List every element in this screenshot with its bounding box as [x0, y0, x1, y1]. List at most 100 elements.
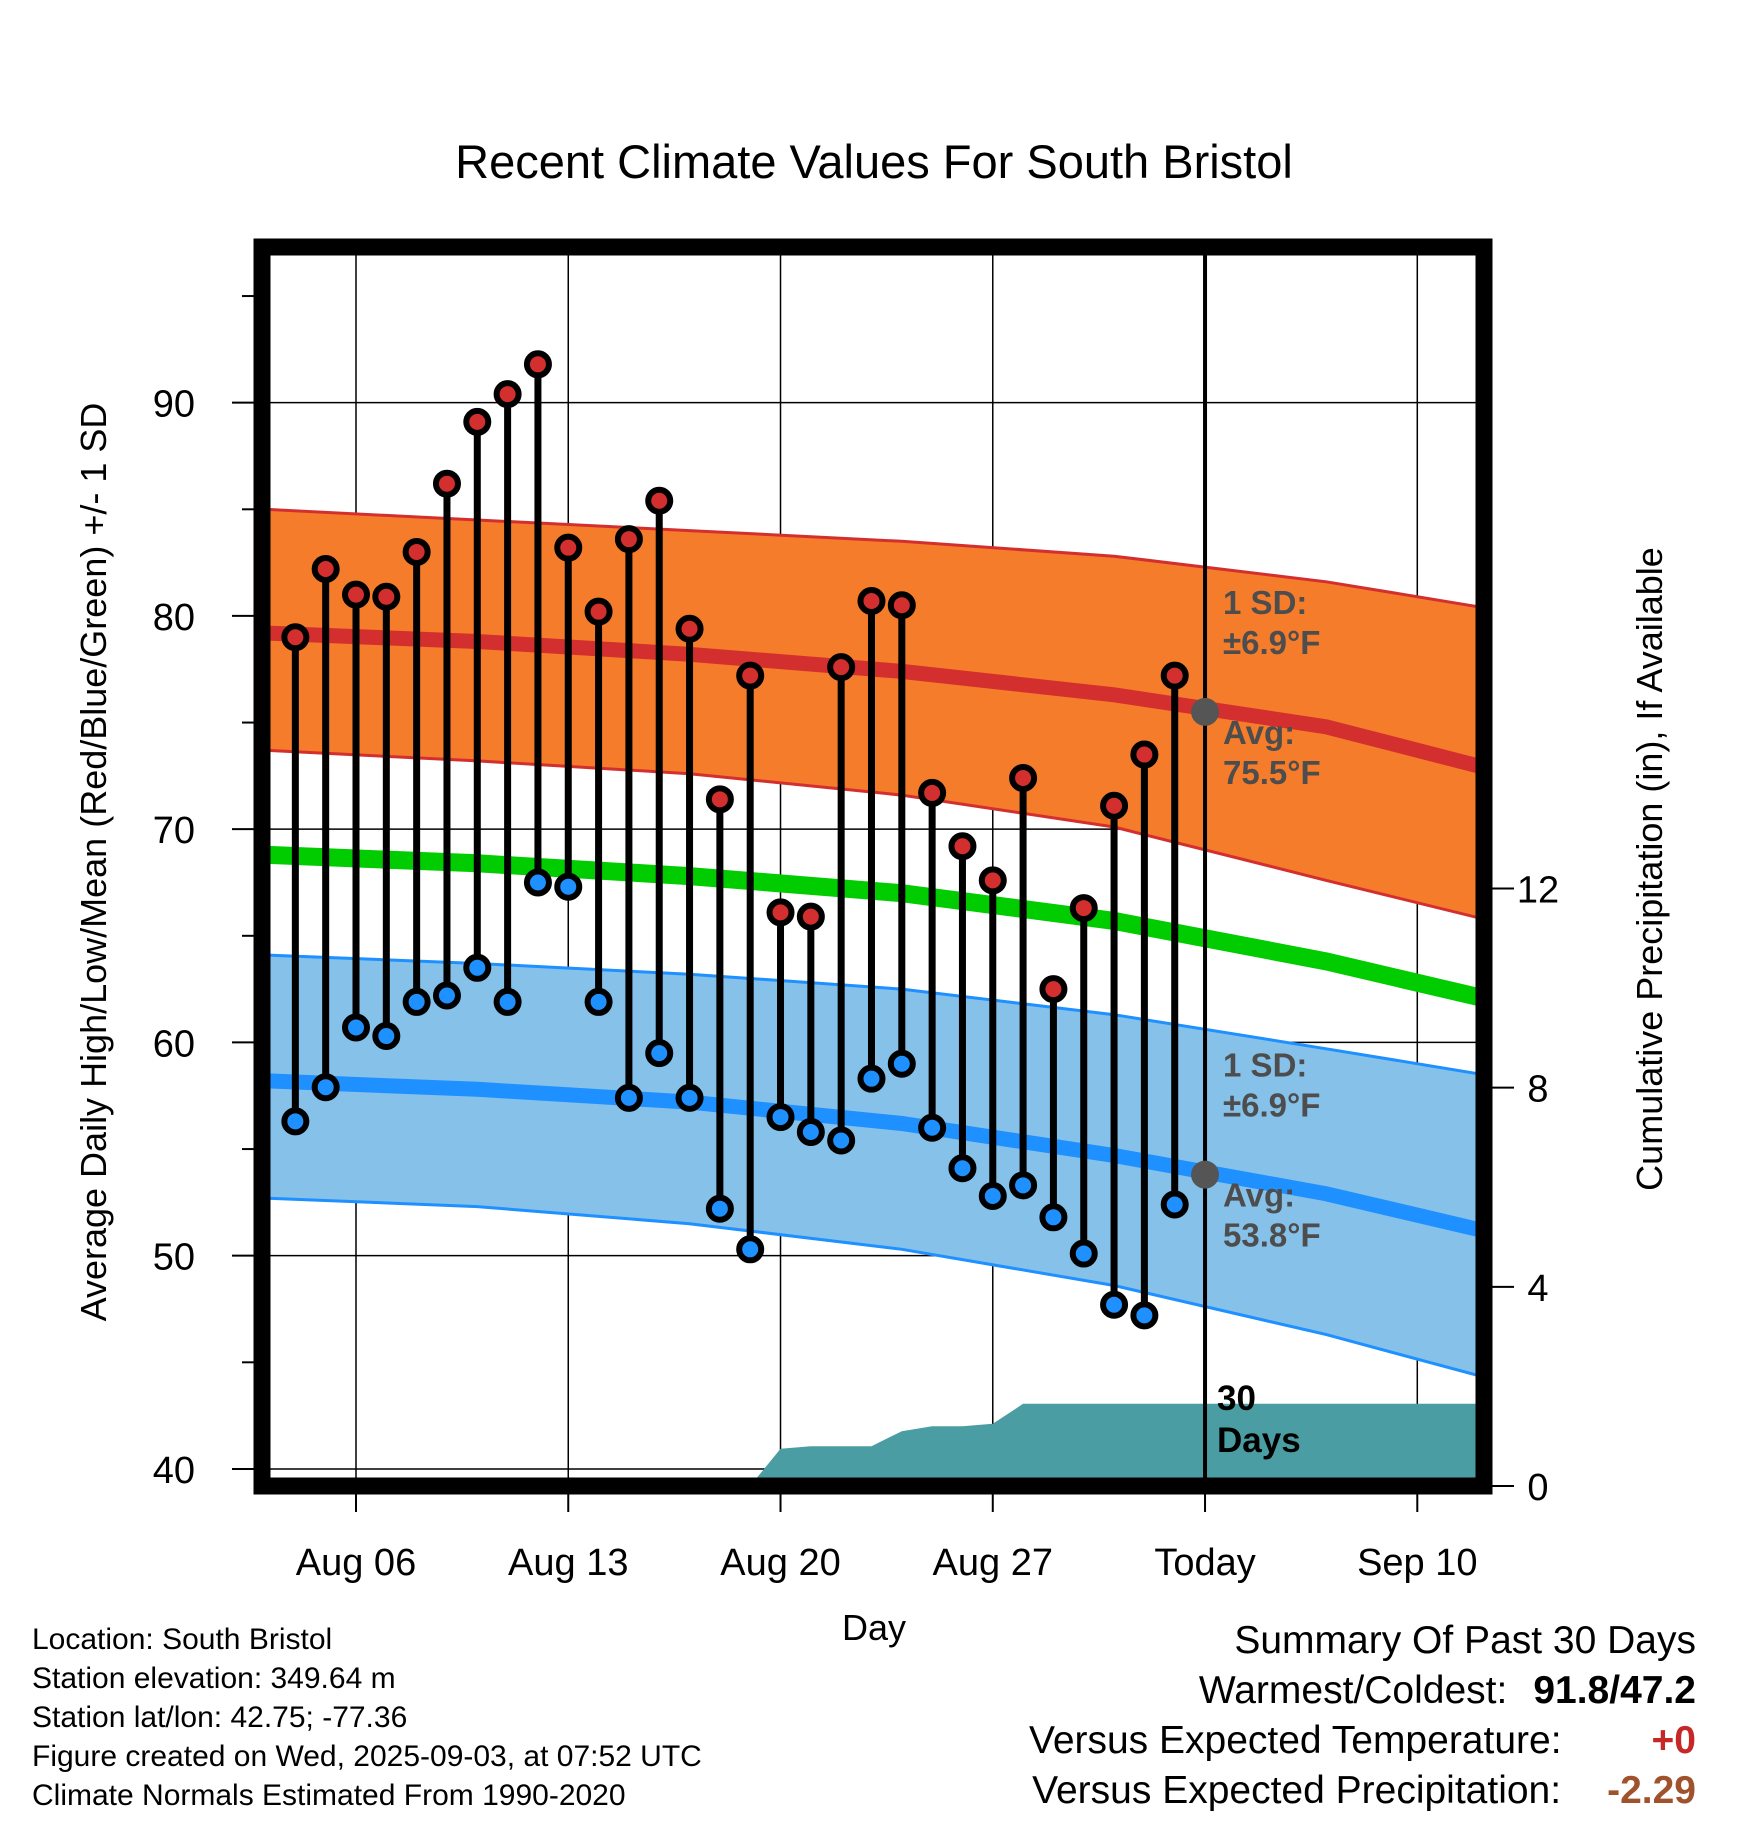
low-sd-annotation-line: ±6.9°F — [1223, 1087, 1320, 1124]
y2-tick-label: 4 — [1527, 1268, 1548, 1310]
summary-heading: Summary Of Past 30 Days — [1234, 1619, 1696, 1662]
summary-temp-value: +0 — [1651, 1719, 1696, 1762]
high-point — [1009, 764, 1038, 792]
y-tick-label: 50 — [153, 1237, 195, 1279]
high-avg-annotation-line: Avg: — [1223, 714, 1295, 751]
x-tick-label: Aug 06 — [296, 1542, 416, 1584]
y2-tick-label: 12 — [1517, 870, 1559, 912]
high-point — [918, 778, 947, 807]
summary-precip-label: Versus Expected Precipitation: — [1032, 1769, 1562, 1812]
y-axis-label: Average Daily High/Low/Mean (Red/Blue/Gr… — [73, 403, 114, 1322]
low-point — [1069, 1239, 1098, 1268]
today-window-label: 30 — [1217, 1379, 1256, 1418]
x-axis-label: Day — [842, 1607, 906, 1648]
high-point — [372, 582, 401, 611]
y2-tick-label: 8 — [1527, 1069, 1548, 1111]
low-point — [342, 1013, 370, 1042]
summary-warm-cold-value: 91.8/47.2 — [1533, 1669, 1696, 1712]
high-point — [523, 350, 552, 379]
low-point — [281, 1107, 310, 1136]
high-point — [584, 597, 613, 626]
x-tick-label: Today — [1154, 1542, 1255, 1584]
low-avg-annotation-line: 53.8°F — [1223, 1217, 1321, 1254]
high-point — [402, 537, 431, 566]
high-point — [1160, 661, 1189, 690]
high-sd-annotation-line: 1 SD: — [1223, 584, 1307, 621]
high-point — [796, 902, 825, 931]
high-point — [978, 866, 1007, 895]
y-tick-label: 40 — [153, 1450, 195, 1492]
low-point — [1130, 1301, 1159, 1330]
info-elevation: Station elevation: 349.64 m — [32, 1662, 396, 1695]
high-point — [705, 785, 734, 814]
y-tick-label: 70 — [153, 810, 195, 852]
summary-temp: Versus Expected Temperature: +0 — [1029, 1716, 1696, 1766]
summary-panel: Summary Of Past 30 Days Warmest/Coldest:… — [1029, 1616, 1696, 1816]
low-point — [1009, 1171, 1038, 1200]
high-point — [1069, 894, 1098, 923]
summary-warm-cold: Warmest/Coldest: 91.8/47.2 — [1029, 1666, 1696, 1716]
low-point — [645, 1039, 674, 1068]
high-point — [857, 587, 886, 615]
plot-area — [262, 247, 1484, 1486]
low-point — [887, 1049, 916, 1078]
precip-area — [750, 1403, 1484, 1486]
low-point — [827, 1126, 856, 1155]
high-point — [614, 525, 643, 554]
high-point — [645, 486, 674, 515]
y2-tick-label: 0 — [1527, 1467, 1548, 1509]
low-point — [1160, 1190, 1189, 1219]
info-normals: Climate Normals Estimated From 1990-2020 — [32, 1779, 626, 1812]
high-point — [342, 580, 370, 609]
plot-frame — [253, 238, 1493, 1495]
low-avg-annotation-line: Avg: — [1223, 1177, 1295, 1214]
low-point — [311, 1073, 340, 1102]
high-point — [736, 661, 765, 690]
high-point — [948, 832, 977, 861]
high-sd-annotation-line: ±6.9°F — [1223, 624, 1320, 661]
low-point — [554, 872, 583, 901]
x-tick-label: Aug 13 — [508, 1542, 628, 1584]
low-point — [675, 1083, 704, 1112]
high-point — [766, 898, 795, 927]
high-avg-annotation-line: 75.5°F — [1223, 754, 1321, 791]
y2-axis-label: Cumulative Precipitation (in), If Availa… — [1629, 547, 1670, 1191]
chart-title: Recent Climate Values For South Bristol — [455, 135, 1293, 188]
low-point — [978, 1181, 1007, 1210]
high-point — [281, 623, 310, 652]
low-point — [796, 1118, 825, 1146]
high-point — [827, 653, 856, 682]
low-point — [857, 1064, 886, 1093]
x-tick-label: Sep 10 — [1357, 1542, 1477, 1584]
low-point — [432, 981, 461, 1010]
x-tick-label: Aug 20 — [720, 1542, 840, 1584]
summary-precip: Versus Expected Precipitation: -2.29 — [1029, 1766, 1696, 1816]
high-point — [1130, 740, 1159, 769]
low-avg-line — [264, 1073, 1484, 1239]
y-tick-label: 90 — [153, 384, 195, 426]
low-point — [918, 1113, 947, 1142]
low-point — [948, 1154, 977, 1183]
x-tick-label: Aug 27 — [933, 1542, 1053, 1584]
low-point — [705, 1194, 734, 1223]
info-latlon: Station lat/lon: 42.75; -77.36 — [32, 1701, 408, 1734]
low-sd-band — [265, 955, 1484, 1378]
low-point — [1039, 1203, 1068, 1232]
high-point — [1039, 975, 1068, 1004]
low-point — [463, 953, 492, 982]
today-high-avg-marker — [1191, 697, 1220, 726]
low-sd-lower-line — [264, 1196, 1484, 1379]
summary-precip-value: -2.29 — [1607, 1769, 1696, 1812]
low-point — [493, 987, 522, 1016]
low-point — [766, 1103, 795, 1132]
low-point — [372, 1022, 401, 1051]
low-point — [523, 868, 552, 897]
summary-temp-label: Versus Expected Temperature: — [1028, 1719, 1562, 1762]
station-info: Location: South Bristol Station elevatio… — [32, 1620, 702, 1815]
low-sd-annotation-line: 1 SD: — [1223, 1047, 1307, 1084]
high-point — [463, 407, 492, 436]
high-point — [554, 533, 583, 562]
y-tick-label: 60 — [153, 1023, 195, 1065]
info-created: Figure created on Wed, 2025-09-03, at 07… — [32, 1740, 702, 1773]
